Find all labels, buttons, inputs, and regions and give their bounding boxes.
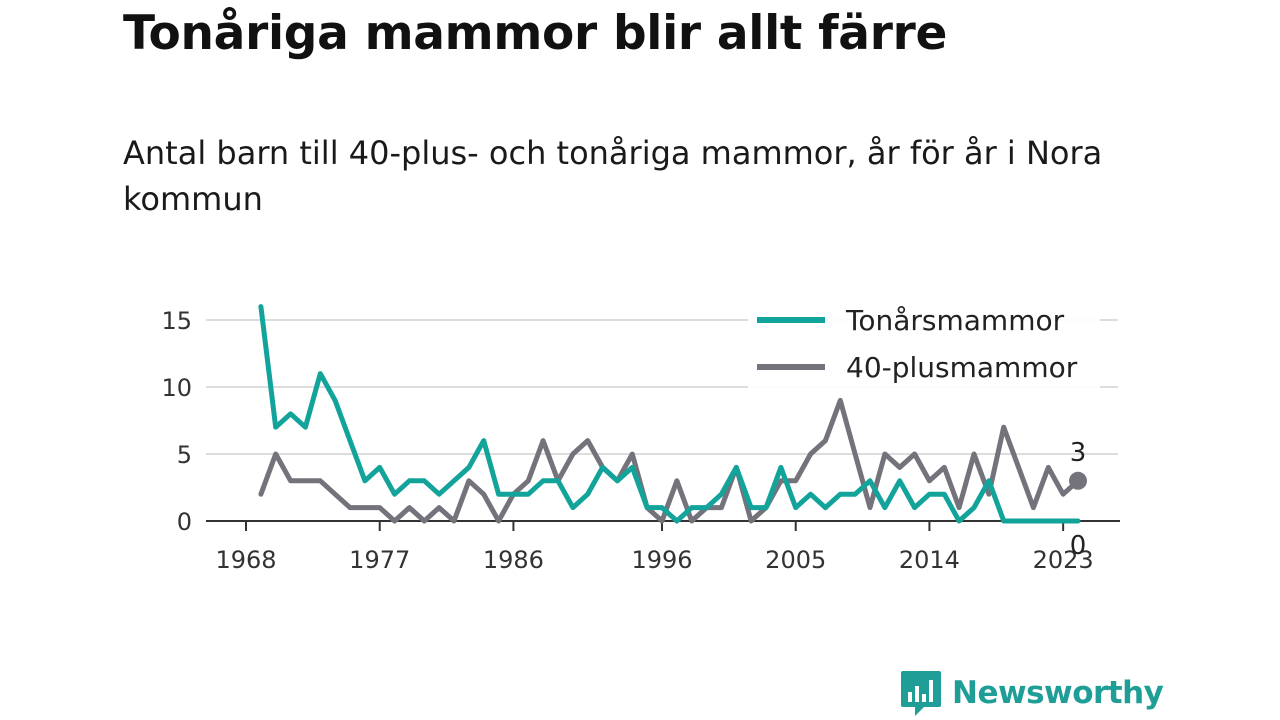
series-line-40-plusmammor [258, 397, 1081, 524]
bar-chart-icon [901, 671, 941, 716]
y-tick-label: 10 [161, 374, 192, 402]
x-axis: 1968 1977 1986 1996 2005 2014 2023 [206, 520, 1120, 574]
page-title: Tonåriga mammor blir allt färre [123, 6, 948, 61]
legend-label: Tonårsmammor [845, 304, 1065, 337]
x-tick-label: 1968 [215, 546, 276, 574]
end-labels: 30 [1069, 438, 1087, 561]
x-tick-label: 2005 [765, 546, 826, 574]
legend-label: 40-plusmammor [846, 351, 1078, 384]
x-tick-label: 1996 [631, 546, 692, 574]
y-tick-label: 0 [177, 508, 192, 536]
series-line-ton-rsmammor [258, 304, 1081, 524]
series-lines [258, 304, 1081, 524]
end-value-label: 3 [1070, 438, 1087, 468]
y-tick-label: 15 [161, 307, 192, 335]
legend-background [748, 296, 1100, 388]
x-tick-label: 1977 [349, 546, 410, 574]
x-tick-label: 2014 [899, 546, 960, 574]
x-tick-label: 1986 [483, 546, 544, 574]
x-tick-label: 2023 [1033, 546, 1094, 574]
newsworthy-logo: Newsworthy [900, 668, 1164, 718]
page-subtitle: Antal barn till 40-plus- och tonåriga ma… [123, 134, 1103, 218]
y-tick-label: 5 [177, 441, 192, 469]
legend: Tonårsmammor 40-plusmammor [748, 296, 1100, 388]
end-point-marker [1069, 471, 1087, 490]
end-value-label: 0 [1070, 531, 1087, 561]
logo-text: Newsworthy [952, 675, 1164, 711]
